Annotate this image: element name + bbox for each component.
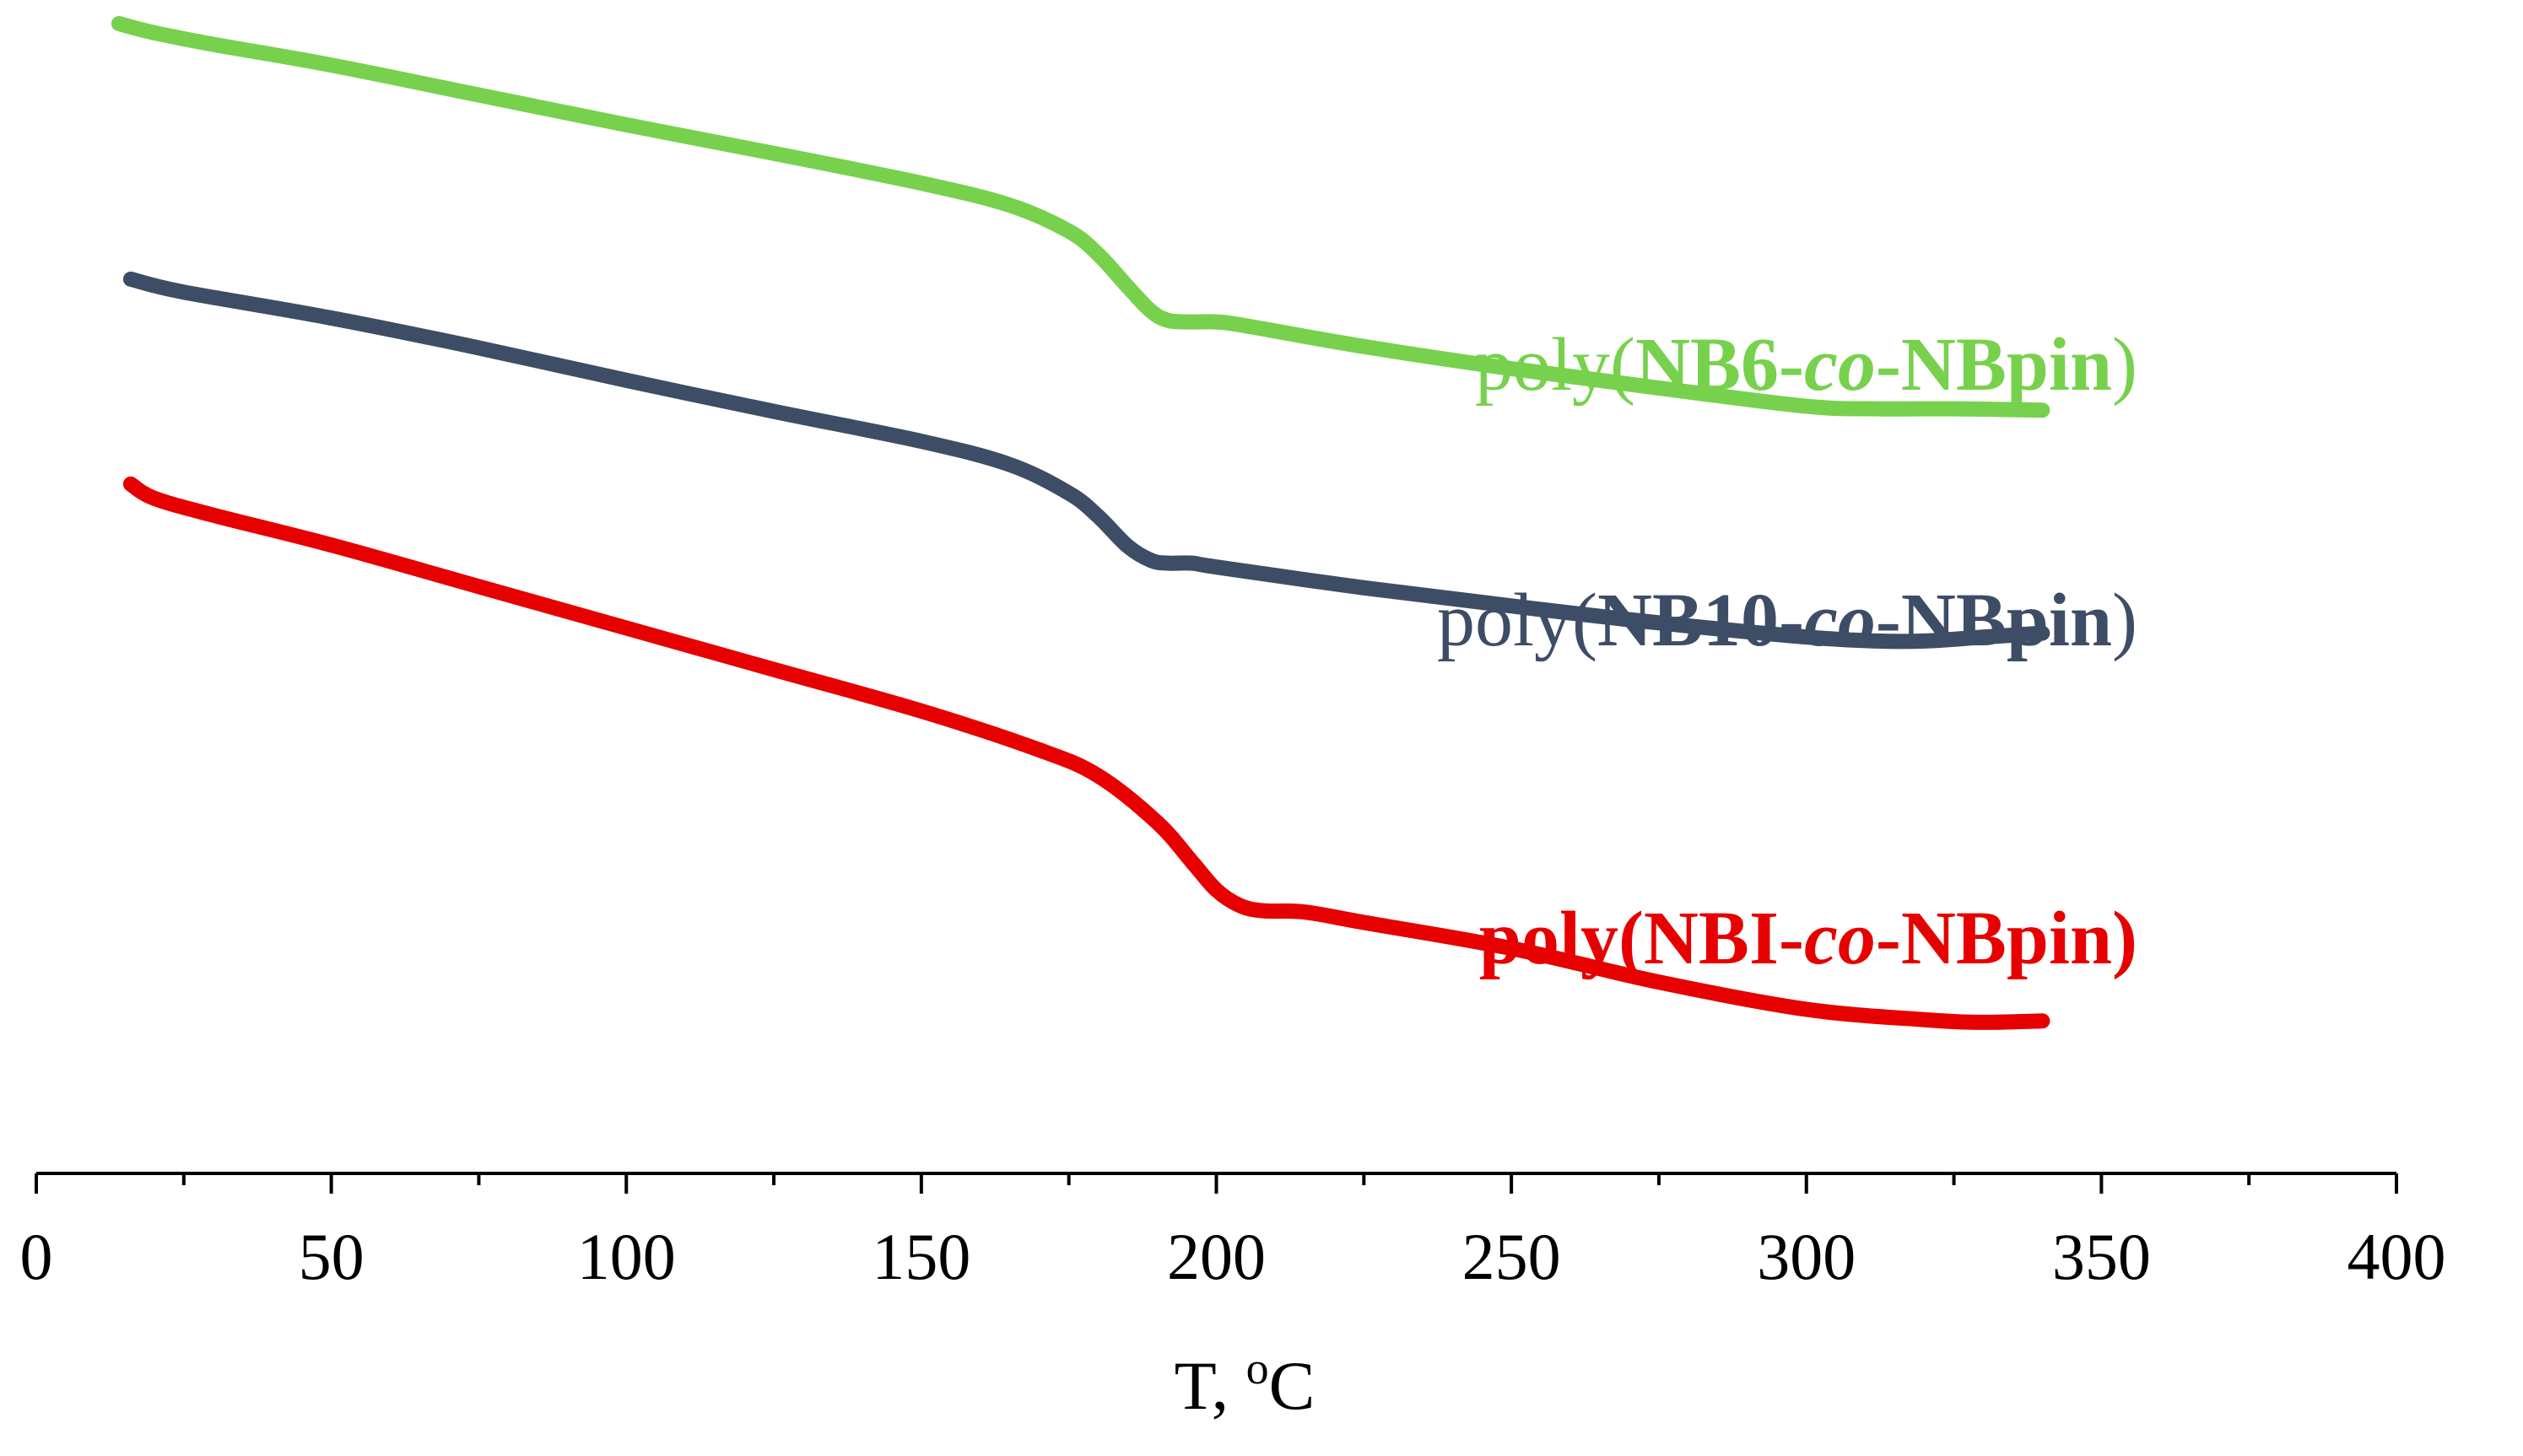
legend-label-2-part: co bbox=[1804, 579, 1876, 662]
legend-label-1-part: co bbox=[1804, 323, 1876, 407]
legend-label-3-part: poly( bbox=[1479, 897, 1644, 980]
x-axis: 0 50 100 150 200 250 300 350 400 bbox=[20, 1172, 2446, 1293]
legend-label-1-part: ) bbox=[2112, 323, 2137, 407]
legend-label-2: poly(NB10-co-NBpin) bbox=[1437, 579, 2137, 662]
x-tick-label: 300 bbox=[1757, 1220, 1856, 1293]
x-axis-title-main: T, bbox=[1175, 1347, 1246, 1424]
legend-label-3-part: co bbox=[1804, 897, 1876, 980]
legend-label-3-part: ) bbox=[2112, 897, 2137, 980]
legend-layer: poly(NB6-co-NBpin)poly(NB10-co-NBpin)pol… bbox=[1437, 323, 2137, 980]
legend-label-3-part: -NBpin bbox=[1876, 897, 2112, 980]
x-axis-title: T, oC bbox=[1175, 1343, 1316, 1424]
x-tick-label: 200 bbox=[1167, 1220, 1266, 1293]
series-line-2 bbox=[122, 271, 2050, 650]
x-tick-label: 350 bbox=[2052, 1220, 2151, 1293]
legend-label-2-part: NB10- bbox=[1597, 579, 1804, 662]
series-line-3 bbox=[122, 476, 2050, 1030]
legend-label-1-part: NB6- bbox=[1635, 323, 1804, 407]
legend-label-1-part: -NBpin bbox=[1876, 323, 2112, 407]
x-axis-title-degree: o bbox=[1246, 1343, 1269, 1394]
x-tick-label: 150 bbox=[872, 1220, 970, 1293]
legend-label-1: poly(NB6-co-NBpin) bbox=[1475, 323, 2137, 407]
x-tick-label: 400 bbox=[2347, 1220, 2446, 1293]
series-layer bbox=[111, 16, 2050, 1030]
legend-label-1-part: poly( bbox=[1475, 323, 1635, 407]
legend-label-3: poly(NBI-co-NBpin) bbox=[1479, 897, 2137, 980]
x-tick-label: 0 bbox=[20, 1220, 53, 1293]
x-axis-title-unit: C bbox=[1269, 1347, 1316, 1424]
series-line-1 bbox=[111, 16, 2050, 418]
legend-label-2-part: ) bbox=[2112, 579, 2137, 662]
x-tick-label: 100 bbox=[577, 1220, 676, 1293]
x-tick-label: 50 bbox=[299, 1220, 365, 1293]
legend-label-2-part: poly( bbox=[1437, 579, 1597, 662]
x-tick-label: 250 bbox=[1462, 1220, 1561, 1293]
legend-label-2-part: -NBpin bbox=[1876, 579, 2112, 662]
legend-label-3-part: NBI- bbox=[1644, 897, 1804, 980]
